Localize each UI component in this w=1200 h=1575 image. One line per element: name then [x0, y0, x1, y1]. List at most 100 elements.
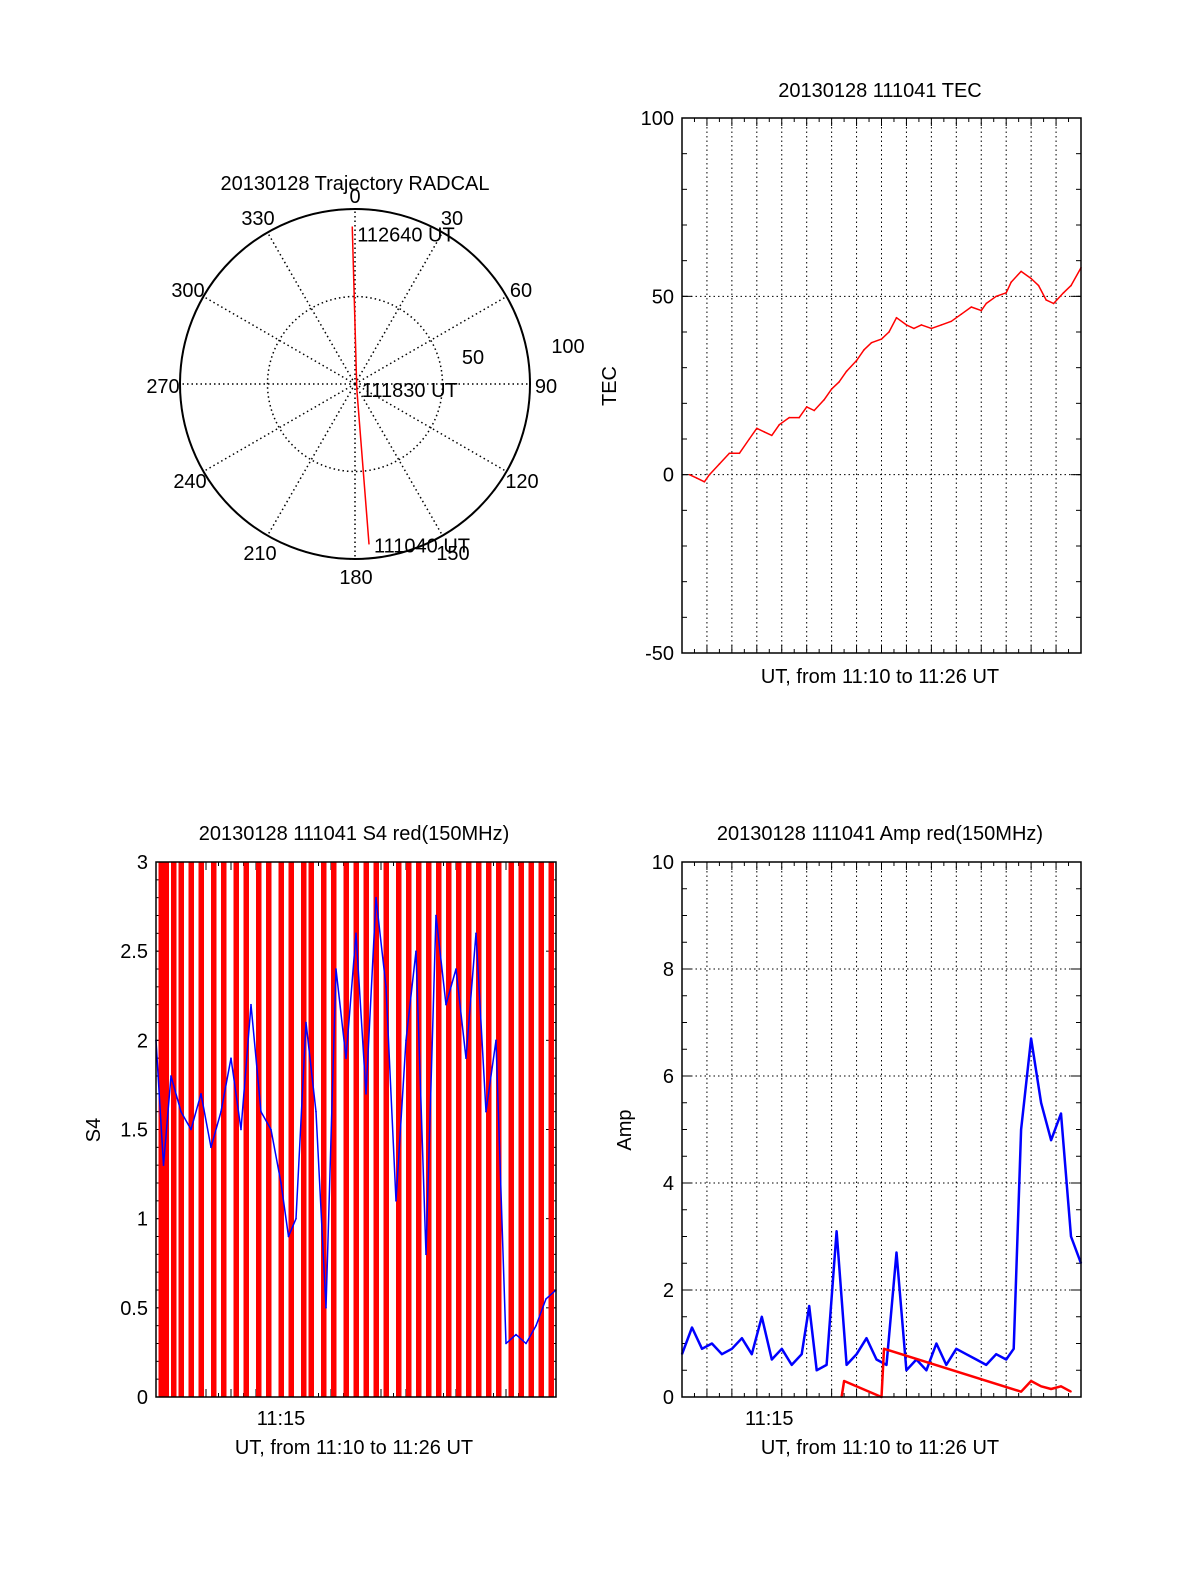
y-tick-label: 0.5 — [120, 1298, 148, 1320]
data-point-blue — [162, 1164, 165, 1166]
spike-mark — [538, 862, 544, 1397]
data-point-blue — [815, 1369, 818, 1372]
polar-angle-label: 0 — [349, 186, 360, 208]
spike-mark — [288, 862, 294, 1397]
spike-mark — [446, 862, 452, 1397]
data-point-red — [838, 381, 840, 383]
spike-mark — [373, 862, 379, 1397]
polar-angle-label: 240 — [173, 471, 206, 493]
data-point-blue — [445, 1003, 447, 1006]
data-point-blue — [691, 1326, 693, 1329]
data-point-red — [813, 409, 815, 412]
data-point-red — [738, 452, 741, 455]
spike-mark — [221, 862, 227, 1397]
data-point-blue — [895, 1251, 898, 1254]
data-point-red — [756, 427, 758, 430]
s4-chart: 20130128 111041 S4 red(150MHz) UT, from … — [83, 823, 557, 1459]
data-point-red — [805, 406, 808, 408]
y-tick-label: 10 — [652, 852, 674, 874]
data-point-red — [883, 1348, 885, 1350]
data-point-blue — [1060, 1112, 1062, 1115]
polar-angle-label: 60 — [510, 280, 532, 302]
data-point-blue — [260, 1110, 262, 1113]
data-point-blue — [1050, 1139, 1052, 1141]
data-point-red — [763, 431, 766, 433]
data-point-red — [748, 438, 751, 440]
data-point-blue — [925, 1369, 928, 1372]
data-point-blue — [985, 1364, 988, 1366]
y-tick-label: 50 — [652, 286, 674, 308]
data-point-red — [985, 302, 988, 305]
data-point-blue — [220, 1110, 222, 1113]
spike-mark — [416, 862, 422, 1397]
y-tick-label: 2 — [663, 1280, 674, 1302]
data-point-blue — [545, 1298, 547, 1300]
data-point-blue — [405, 1039, 407, 1042]
y-tick-label: 0 — [663, 465, 674, 487]
spike-mark — [171, 862, 177, 1397]
data-point-blue — [761, 1315, 763, 1318]
data-point-red — [895, 316, 898, 319]
polar-angle-labels: 0 30 60 90 120 150 180 210 240 270 300 330 — [146, 186, 557, 589]
series-line-red — [840, 1347, 1072, 1399]
series-line-blue — [155, 896, 557, 1345]
polar-spoke-60 — [354, 295, 507, 385]
data-point-blue — [955, 1348, 958, 1350]
data-point-blue — [855, 1353, 858, 1355]
spike-mark — [406, 862, 412, 1397]
spike-mark — [456, 862, 462, 1397]
data-point-red — [1050, 1388, 1052, 1390]
spike-mark — [278, 862, 284, 1397]
data-point-blue — [721, 1353, 723, 1355]
data-point-red — [845, 370, 848, 373]
data-point-red — [1070, 284, 1072, 287]
data-point-blue — [515, 1333, 517, 1336]
tec-ylabel: TEC — [599, 366, 621, 406]
data-point-red — [778, 423, 781, 426]
data-point-blue — [835, 1230, 838, 1232]
data-point-red — [1020, 270, 1022, 273]
data-point-blue — [170, 1075, 172, 1077]
data-point-red — [1052, 302, 1055, 305]
data-point-blue — [1005, 1358, 1007, 1361]
polar-spoke-240 — [203, 383, 356, 473]
y-tick-label: -50 — [645, 643, 674, 665]
data-point-blue — [800, 1353, 803, 1355]
data-point-blue — [455, 968, 457, 970]
data-point-red — [913, 327, 915, 330]
data-point-blue — [190, 1128, 192, 1131]
spike-mark — [383, 862, 389, 1397]
plot-frame — [681, 861, 1082, 1398]
spike-mark — [396, 862, 402, 1397]
trajectory-line — [351, 226, 370, 545]
data-point-red — [770, 434, 773, 437]
spike-mark — [211, 862, 217, 1397]
data-point-blue — [935, 1342, 938, 1345]
x-tick-label: 11:15 — [257, 1408, 306, 1430]
data-point-blue — [711, 1342, 713, 1345]
data-point-blue — [305, 1021, 307, 1024]
data-point-red — [788, 416, 791, 419]
data-point-blue — [435, 914, 437, 917]
y-tick-label: 8 — [663, 959, 674, 981]
data-point-blue — [808, 1305, 810, 1307]
spike-mark — [508, 862, 514, 1397]
data-point-blue — [741, 1337, 743, 1339]
y-tick-label: 1.5 — [120, 1120, 148, 1142]
data-point-red — [728, 452, 731, 455]
data-point-red — [863, 349, 865, 351]
trajectory-annotation: 111040 UT — [374, 535, 470, 557]
trajectory-annotations: 112640 UT 111830 UT 111040 UT — [357, 225, 470, 558]
plot-frame — [155, 861, 557, 1398]
data-point-red — [688, 473, 691, 476]
data-point-blue — [1070, 1235, 1072, 1238]
trajectory-polar-chart: 20130128 Trajectory RADCAL 0 30 60 90 120 150… — [146, 173, 584, 589]
amp-chart: 20130128 111041 Amp red(150MHz) UT, from… — [614, 823, 1083, 1459]
polar-angle-label: 30 — [441, 208, 463, 230]
data-point-blue — [287, 1235, 290, 1238]
spike-mark — [256, 862, 262, 1397]
polar-angle-label: 210 — [243, 543, 276, 565]
data-point-blue — [270, 1128, 272, 1131]
data-point-blue — [701, 1348, 703, 1350]
y-tick-label: 3 — [137, 852, 148, 874]
